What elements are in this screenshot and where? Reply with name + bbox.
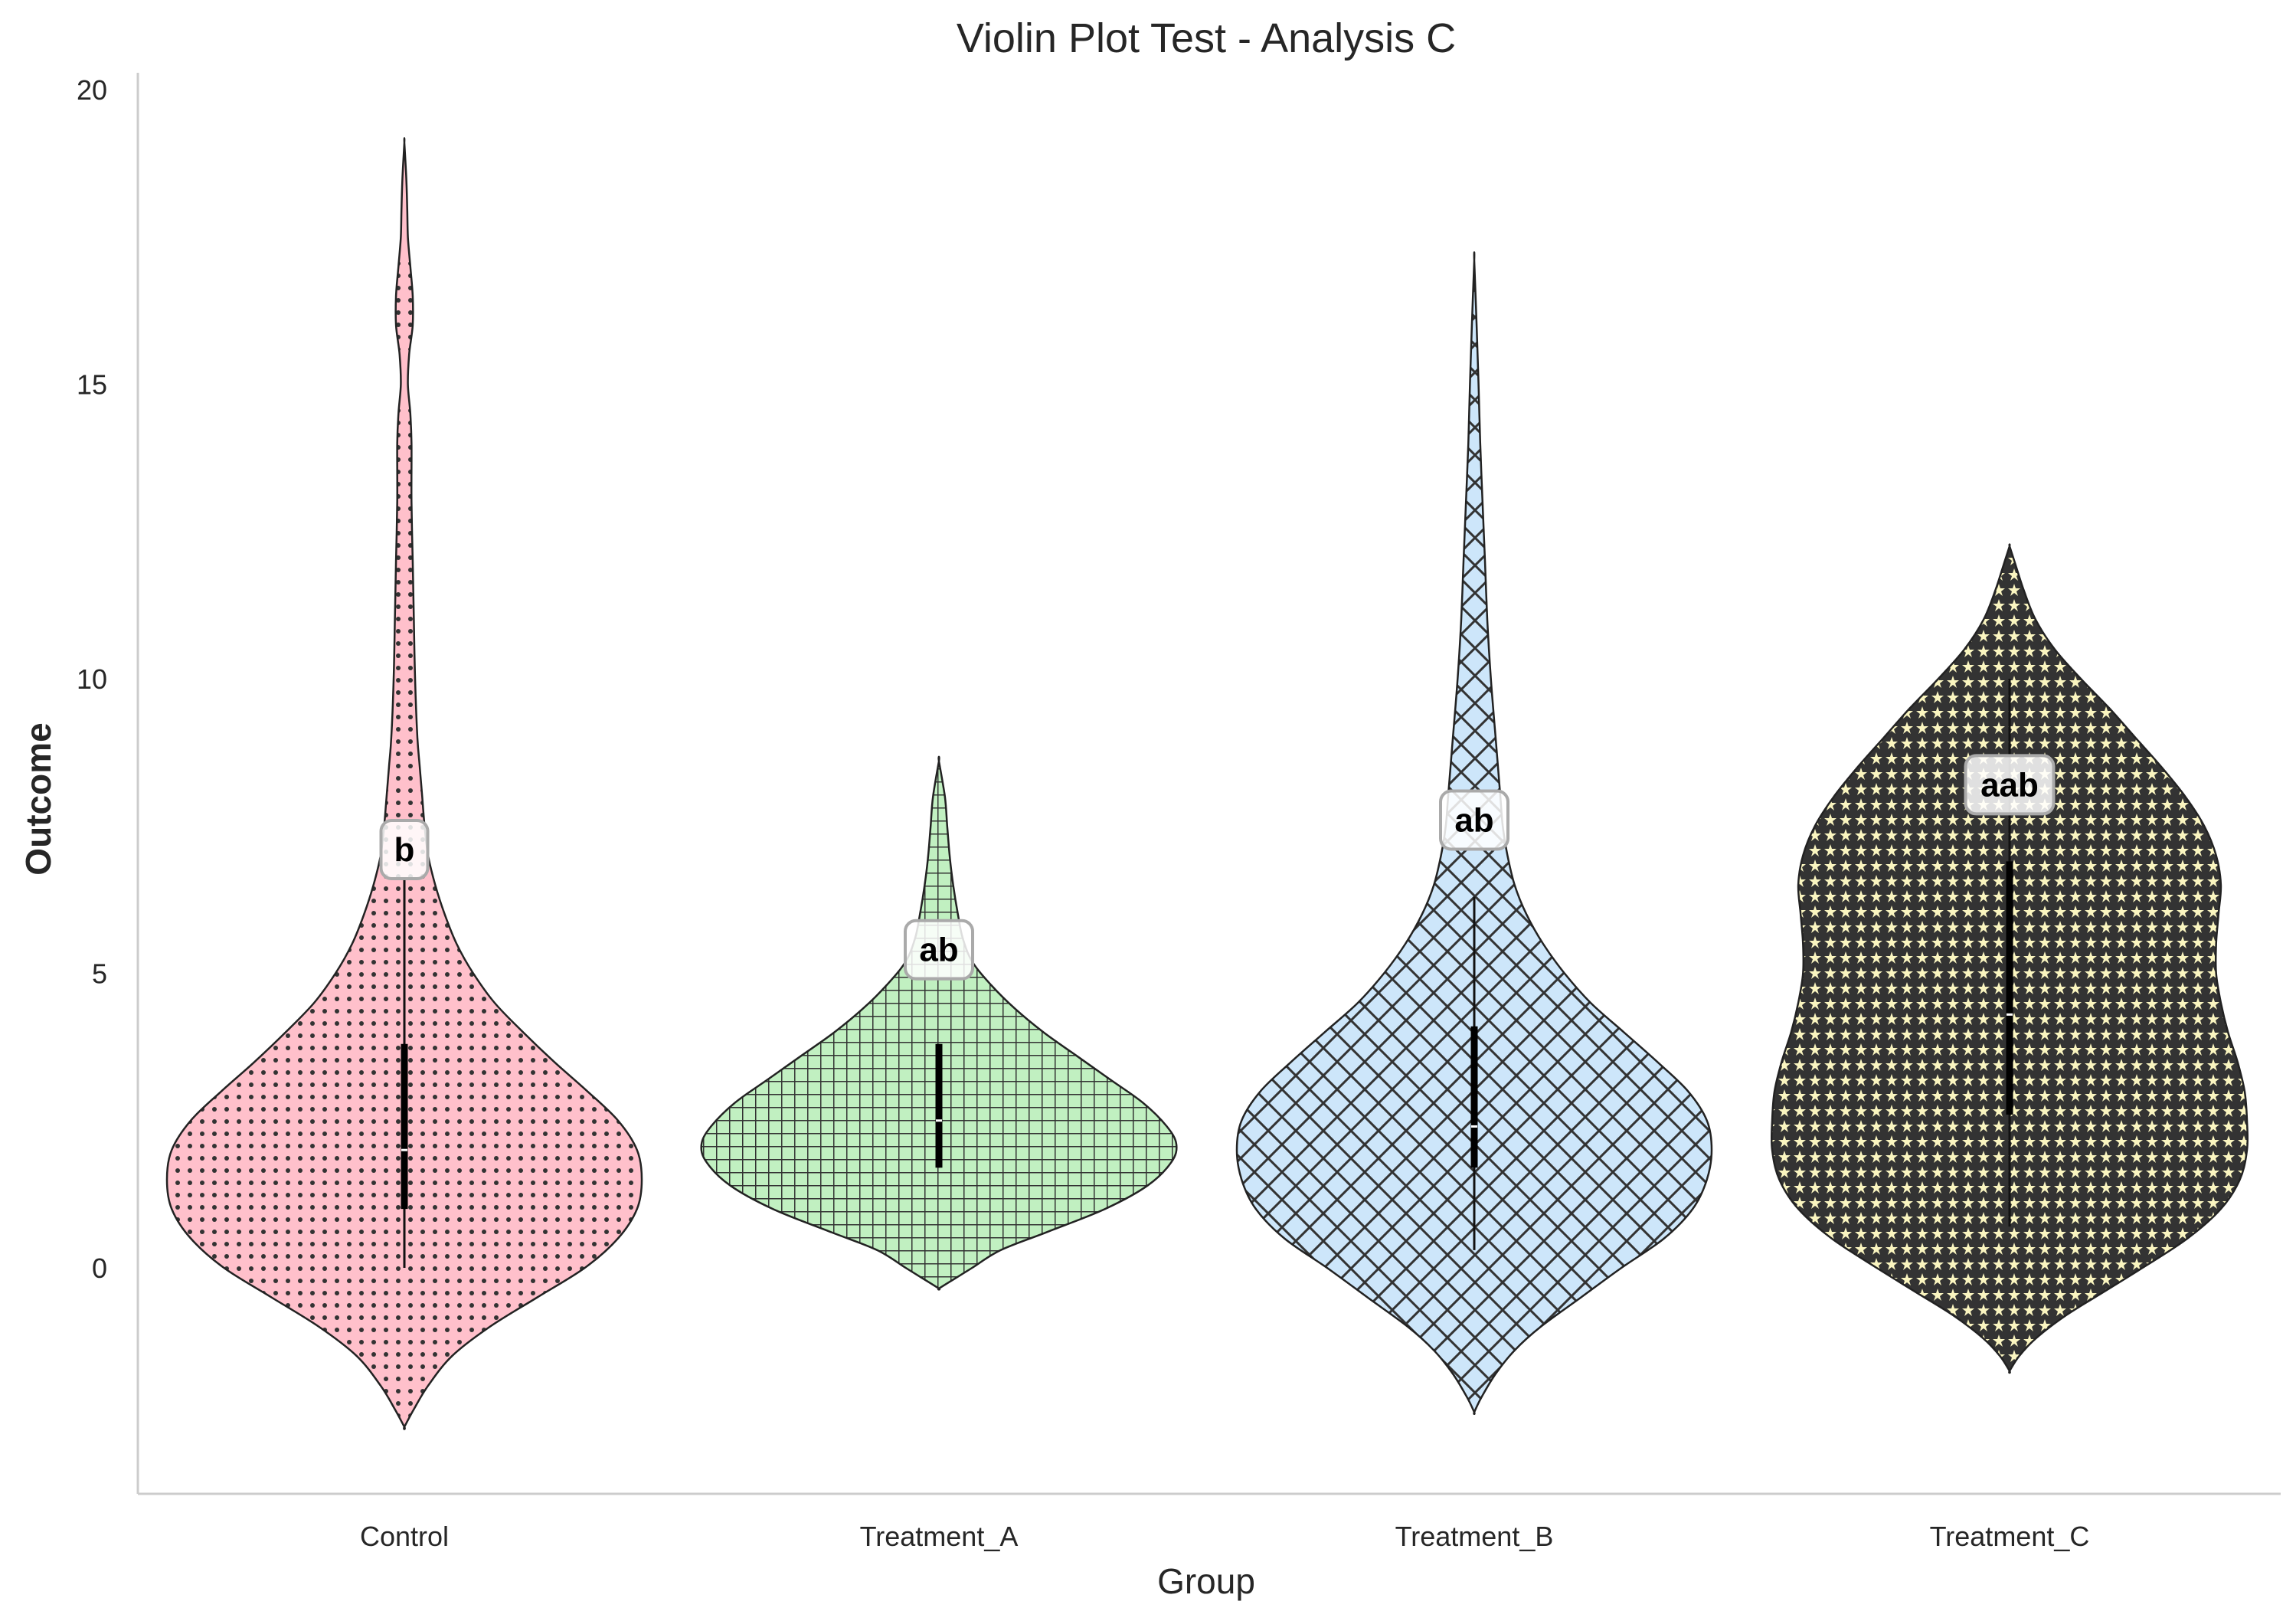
x-tick-label: Control	[360, 1521, 449, 1552]
violin-group: ab	[700, 755, 1178, 1291]
violin-body	[700, 755, 1178, 1291]
significance-letter-box	[1964, 754, 2056, 816]
significance-letter: b	[394, 831, 415, 869]
significance-letter: ab	[1454, 802, 1493, 840]
violin-group: b	[165, 137, 643, 1430]
significance-letter-box	[904, 919, 974, 981]
violin-group: aab	[1770, 543, 2249, 1374]
significance-letter: aab	[1980, 766, 2039, 804]
x-tick-label: Treatment_B	[1395, 1521, 1554, 1552]
y-tick-label: 5	[92, 958, 107, 990]
y-axis-label: Outcome	[18, 722, 58, 875]
significance-letter-box	[1439, 789, 1509, 851]
chart-title: Violin Plot Test - Analysis C	[957, 15, 1456, 61]
violin-body	[165, 137, 643, 1430]
x-tick-labels: Control Treatment_A Treatment_B Treatment_C	[360, 1521, 2089, 1552]
y-tick-label: 10	[77, 663, 107, 695]
y-tick-labels: 0 5 10 15 20	[77, 74, 107, 1284]
x-axis-label: Group	[1157, 1561, 1255, 1601]
significance-letter-box	[379, 819, 430, 881]
x-tick-label: Treatment_C	[1930, 1521, 2090, 1552]
y-tick-label: 0	[92, 1253, 107, 1284]
violin-group: ab	[1235, 251, 1713, 1416]
violins: b ab ab aab	[165, 137, 2249, 1430]
significance-letter: ab	[919, 932, 958, 969]
y-tick-label: 20	[77, 74, 107, 106]
x-tick-label: Treatment_A	[860, 1521, 1019, 1552]
y-tick-label: 15	[77, 369, 107, 401]
